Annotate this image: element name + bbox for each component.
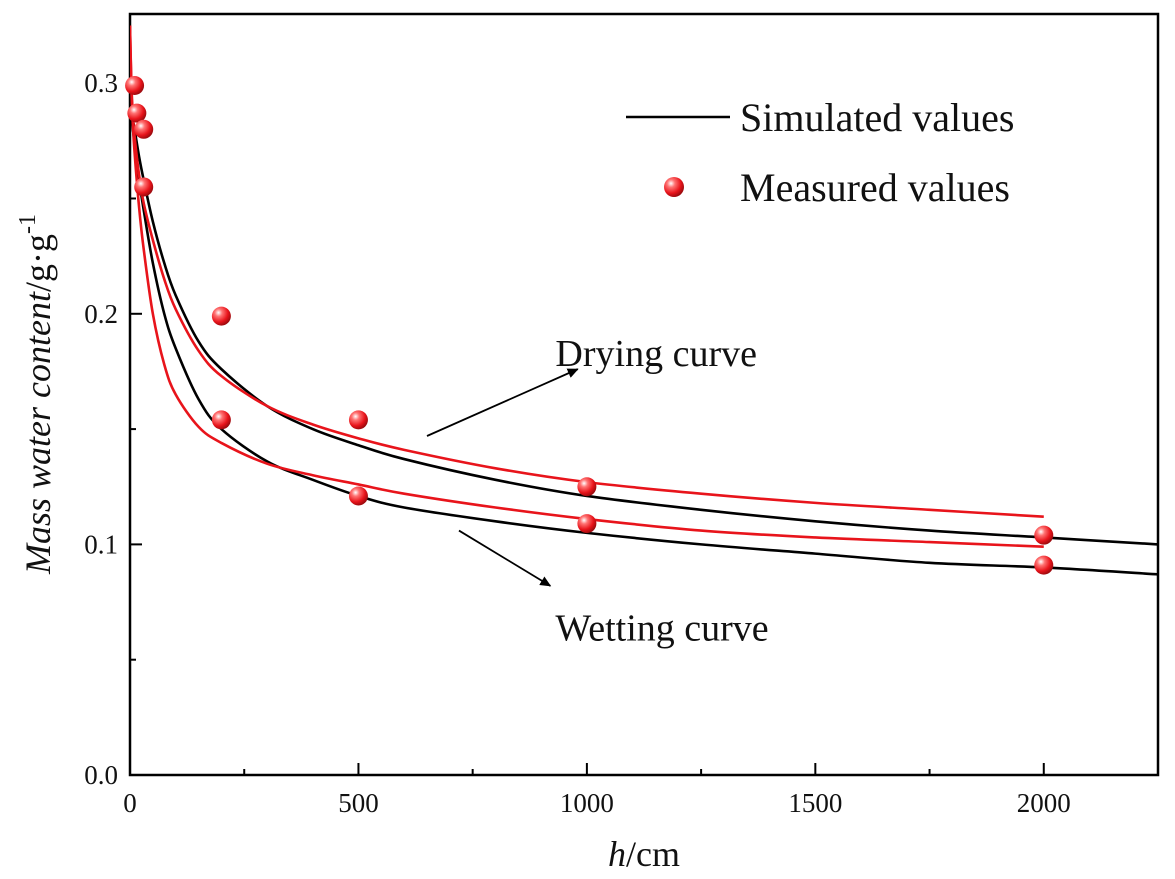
measured-point <box>577 514 597 534</box>
y-tick-label: 0.2 <box>84 299 118 329</box>
plot-area <box>128 12 1160 777</box>
y-tick-label: 0.3 <box>84 68 118 98</box>
legend-marker-swatch <box>664 177 684 197</box>
curves <box>130 25 1158 576</box>
measured-point <box>211 306 231 326</box>
measured-point <box>577 477 597 497</box>
x-tick-label: 1500 <box>788 788 842 818</box>
measured-point <box>134 177 154 197</box>
legend-label-simulated: Simulated values <box>740 95 1014 140</box>
series-line-2 <box>130 25 1044 519</box>
annotation-arrow <box>426 368 579 437</box>
annotation-label: Wetting curve <box>555 607 768 649</box>
measured-point <box>125 75 145 95</box>
measured-point <box>211 410 231 430</box>
legend-label-measured: Measured values <box>740 165 1010 210</box>
y-tick-label: 0.0 <box>84 760 118 790</box>
x-tick-label: 2000 <box>1017 788 1071 818</box>
measured-point <box>348 486 368 506</box>
annotation-label: Drying curve <box>555 333 757 375</box>
y-axis-title: Mass water content/g·g-1 <box>15 214 58 575</box>
y-tick-label: 0.1 <box>84 529 118 559</box>
x-tick-label: 0 <box>123 788 137 818</box>
measured-points <box>125 75 1054 575</box>
measured-point <box>348 410 368 430</box>
measured-point <box>1034 555 1054 575</box>
x-axis-title: h/cm <box>608 834 680 874</box>
series-line-0 <box>130 105 1158 546</box>
x-tick-label: 1000 <box>560 788 614 818</box>
measured-point <box>134 119 154 139</box>
legend: Simulated values Measured values <box>626 95 1014 210</box>
axis-ticks: 0 500 1000 1500 2000 0.0 0.1 0.2 0.3 <box>84 68 1071 818</box>
annotations: Drying curve Wetting curve <box>426 333 769 649</box>
measured-point <box>127 103 147 123</box>
measured-point <box>1034 525 1054 545</box>
x-tick-label: 500 <box>338 788 379 818</box>
annotation-arrow <box>458 529 552 587</box>
